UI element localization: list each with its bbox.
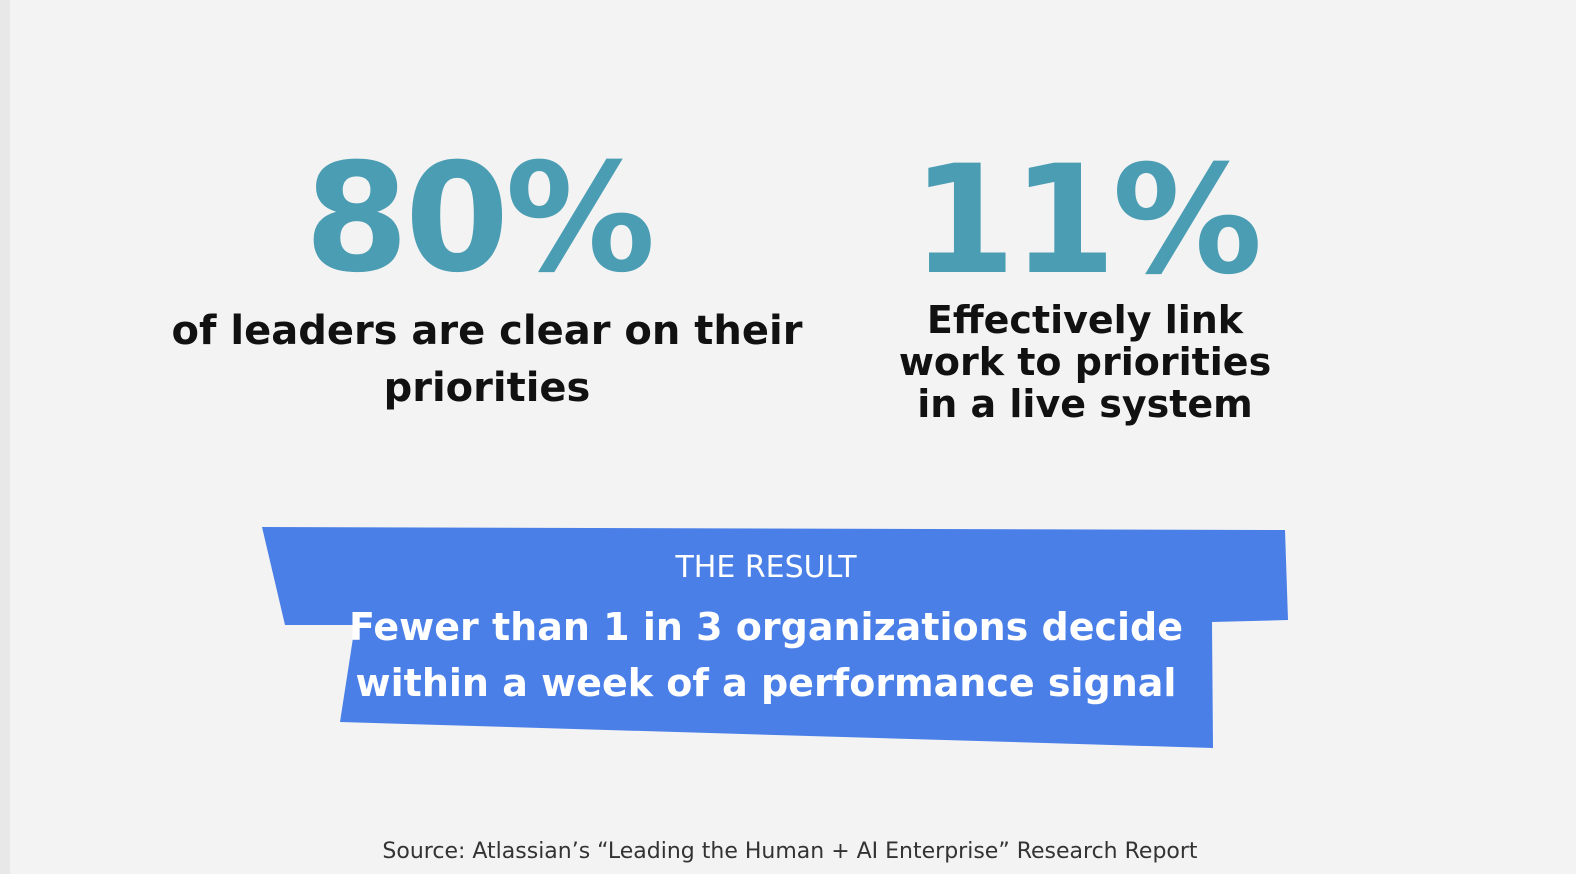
- source: Source: Atlassian’s “Leading the Human +…: [382, 839, 1198, 864]
- stat-caption: of leaders are clear on their: [172, 308, 803, 354]
- stat-caption: Effectively link: [927, 298, 1244, 342]
- result-banner: [262, 527, 1288, 748]
- stat-figure: 11%: [911, 134, 1258, 308]
- stat-caption: priorities: [384, 365, 591, 411]
- stat-figure: 80%: [304, 132, 651, 306]
- stat-caption: work to priorities: [899, 340, 1271, 384]
- result-text: Fewer than 1 in 3 organizations decide: [349, 605, 1183, 649]
- result-label: THE RESULT: [674, 550, 857, 585]
- stat-caption: in a live system: [917, 382, 1253, 426]
- edge-shadow: [0, 0, 10, 874]
- result-text: within a week of a performance signal: [356, 661, 1177, 705]
